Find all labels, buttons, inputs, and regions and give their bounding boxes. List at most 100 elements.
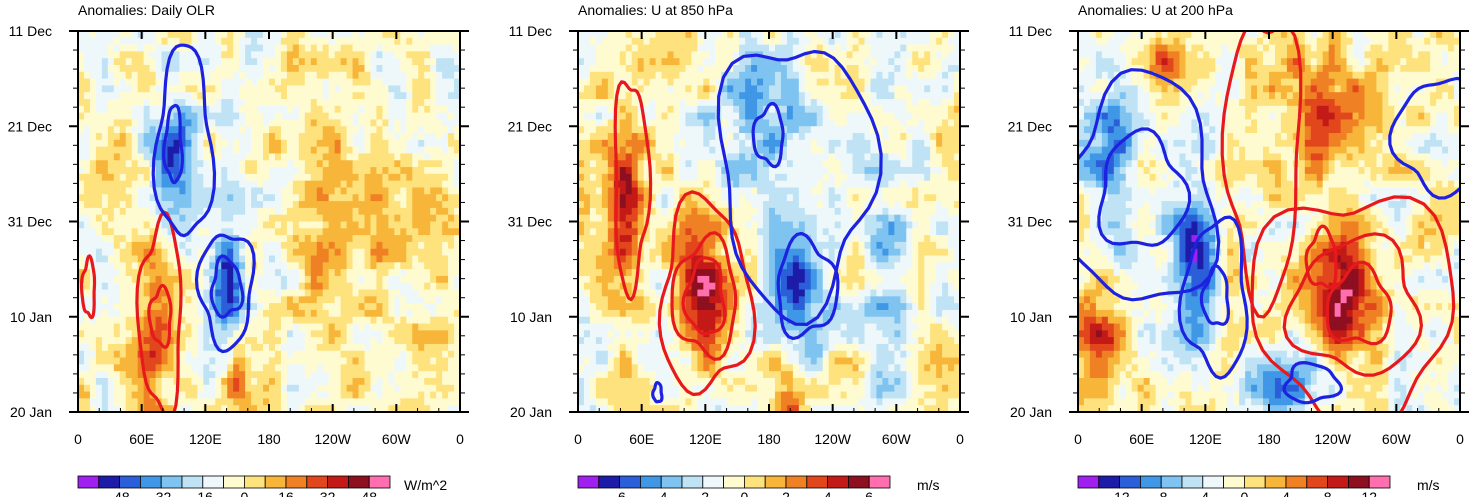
heatmap-cell	[221, 133, 228, 141]
heatmap-cell	[936, 112, 943, 121]
heatmap-cell	[436, 398, 443, 406]
heatmap-cell	[918, 31, 925, 39]
heatmap-cell	[322, 269, 330, 277]
heatmap-cell	[78, 51, 85, 59]
heatmap-cell	[882, 126, 889, 134]
heatmap-cell	[948, 44, 955, 53]
heatmap-cell	[149, 316, 157, 325]
heatmap-cell	[601, 160, 609, 168]
heatmap-cell	[442, 58, 449, 66]
heatmap-cell	[245, 207, 252, 216]
heatmap-cell	[757, 78, 764, 87]
heatmap-cell	[221, 248, 228, 257]
heatmap-cell	[412, 126, 419, 134]
heatmap-cell	[382, 316, 389, 325]
heatmap-cell	[900, 58, 907, 66]
heatmap-cell	[424, 228, 431, 236]
heatmap-cell	[137, 133, 145, 141]
heatmap-cell	[185, 255, 193, 263]
heatmap-cell	[906, 146, 913, 155]
heatmap-cell	[406, 85, 413, 93]
heatmap-cell	[912, 92, 919, 100]
heatmap-cell	[316, 405, 324, 412]
heatmap-cell	[119, 275, 127, 284]
heatmap-cell	[436, 194, 443, 202]
heatmap-cell	[394, 201, 401, 209]
heatmap-cell	[358, 153, 366, 161]
heatmap-cell	[197, 282, 204, 291]
heatmap-cell	[709, 112, 716, 121]
heatmap-cell	[721, 133, 728, 141]
heatmap-cell	[310, 405, 318, 412]
heatmap-cell	[607, 160, 615, 168]
heatmap-cell	[89, 31, 97, 39]
heatmap-cell	[251, 112, 258, 121]
heatmap-cell	[912, 31, 919, 39]
heatmap-cell	[607, 105, 615, 114]
heatmap-cell	[227, 37, 234, 46]
heatmap-cell	[804, 65, 812, 73]
heatmap-cell	[376, 31, 384, 39]
heatmap-cell	[191, 167, 198, 175]
heatmap-cell	[203, 262, 210, 270]
heatmap-cell	[119, 187, 127, 195]
heatmap-cell	[394, 92, 401, 100]
heatmap-cell	[864, 44, 872, 53]
heatmap-cell	[239, 167, 246, 175]
heatmap-cell	[685, 146, 693, 155]
heatmap-cell	[454, 289, 460, 297]
heatmap-cell	[340, 153, 348, 161]
heatmap-cell	[173, 139, 181, 148]
heatmap-cell	[137, 303, 145, 311]
heatmap-cell	[721, 51, 728, 59]
heatmap-cell	[203, 58, 210, 66]
heatmap-cell	[757, 146, 764, 155]
heatmap-cell	[203, 228, 210, 236]
heatmap-cell	[828, 105, 836, 114]
heatmap-cell	[316, 303, 324, 311]
heatmap-cell	[328, 262, 336, 270]
heatmap-cell	[221, 350, 228, 359]
heatmap-cell	[185, 303, 193, 311]
positive-contour-line	[135, 210, 183, 412]
heatmap-cell	[388, 391, 395, 399]
heatmap-cell	[613, 133, 621, 141]
heatmap-cell	[191, 51, 198, 59]
heatmap-cell	[400, 235, 407, 243]
heatmap-cell	[227, 65, 234, 73]
heatmap-cell	[179, 269, 187, 277]
heatmap-cell	[436, 65, 443, 73]
heatmap-cell	[143, 78, 151, 87]
heatmap-cell	[131, 160, 139, 168]
heatmap-cell	[215, 37, 222, 46]
heatmap-cell	[89, 377, 97, 386]
heatmap-cell	[954, 92, 960, 100]
heatmap-cell	[298, 51, 306, 59]
heatmap-cell	[257, 384, 264, 393]
heatmap-cell	[418, 160, 425, 168]
heatmap-cell	[322, 357, 330, 365]
heatmap-cell	[667, 119, 675, 127]
heatmap-cell	[286, 71, 294, 80]
heatmap-cell	[298, 44, 306, 53]
heatmap-cell	[107, 269, 115, 277]
heatmap-cell	[107, 357, 115, 365]
heatmap-cell	[280, 350, 288, 359]
heatmap-cell	[179, 303, 187, 311]
heatmap-cell	[298, 330, 306, 338]
heatmap-cell	[233, 371, 240, 379]
heatmap-cell	[442, 146, 449, 155]
heatmap-cell	[137, 139, 145, 148]
heatmap-cell	[263, 275, 270, 284]
heatmap-cell	[209, 207, 216, 216]
heatmap-cell	[894, 85, 901, 93]
heatmap-cell	[715, 44, 722, 53]
heatmap-cell	[912, 51, 919, 59]
heatmap-cell	[137, 78, 145, 87]
heatmap-cell	[101, 139, 109, 148]
heatmap-cell	[906, 31, 913, 39]
heatmap-cell	[631, 37, 639, 46]
heatmap-cell	[424, 323, 431, 331]
heatmap-cell	[388, 221, 395, 229]
heatmap-cell	[900, 37, 907, 46]
